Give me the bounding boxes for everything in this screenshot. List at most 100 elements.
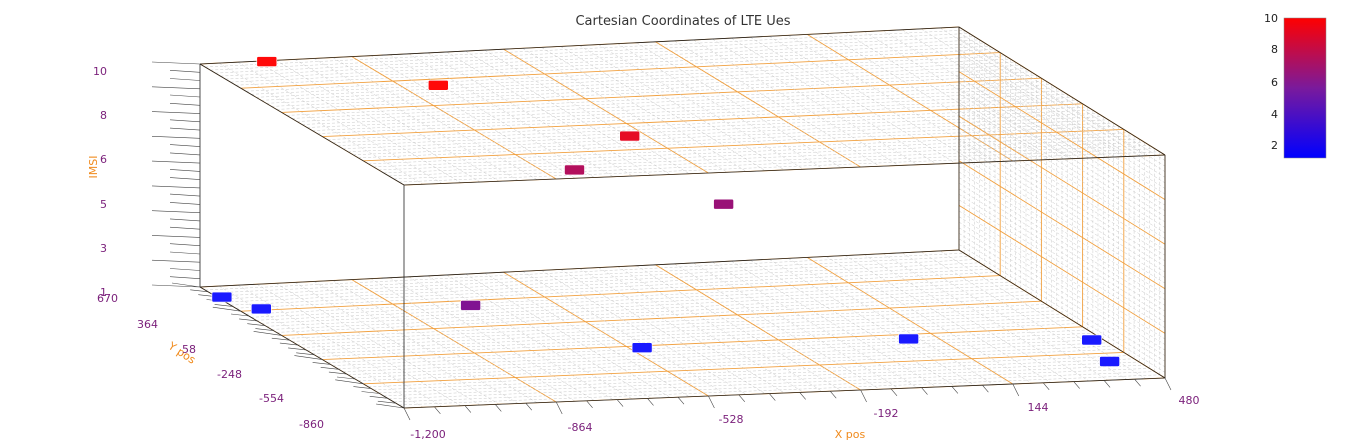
y-axis-tick [230,313,250,317]
colorbar: 10 8 6 4 2 [1264,12,1327,159]
ceiling-grid-line [245,55,1006,92]
floor-grid-line [210,256,970,294]
ceiling-grid-line [920,28,1128,157]
data-point [631,342,653,354]
z-tick-label: 3 [100,242,107,255]
floor-grid-line [769,259,975,386]
y-tick-labels: 670 364 58 -248 -554 -860 [97,292,324,431]
y-axis-tick [288,347,307,351]
ceiling-grid-line [237,61,443,184]
ceiling-grid-line [378,138,1140,171]
floor-grid-line [220,262,980,300]
floor-grid-line [750,259,956,387]
y-tick-label: 364 [137,318,158,331]
x-axis-tick [769,393,776,401]
z-axis-tick [169,226,201,230]
floor-grid-line [383,364,1145,397]
ceiling-grid-line [398,151,1160,183]
ceiling-grid-line [312,97,1073,131]
data-point [713,198,734,210]
ceiling-grid-line [863,31,1071,160]
ceiling-grid-line [271,71,1032,107]
y-tick-label: -248 [217,368,242,381]
wall-grid-line [958,71,1166,200]
ceiling-grid-line [307,93,1068,128]
ceiling-grid-line [750,36,956,164]
z-axis-tick [169,243,201,246]
floor-grid-line [863,254,1071,383]
ceiling-grid-line [636,42,842,169]
axis-frame-line [958,26,1166,156]
ceiling-grid-line [358,125,1119,159]
floor-grid-line [342,339,1104,372]
y-axis-tick [247,323,266,326]
floor-grid-line [373,358,1135,391]
z-axis-tick [169,276,201,279]
wall-grid-line [958,121,1166,251]
floor-grid-line [393,371,1155,403]
x-axis-tick [1012,383,1020,397]
x-axis-tick [525,403,533,411]
x-axis-tick [555,401,563,415]
floor-grid-line [225,265,985,303]
wall-grid-line [958,32,1166,161]
wall-grid-line [958,93,1166,223]
floor-grid-line [332,332,1093,366]
colorbar-tick-label: 2 [1271,139,1278,152]
x-axis-tick [708,395,715,409]
wall-grid-line [958,99,1166,228]
wall-grid-line [958,110,1166,239]
z-axis-tick [169,177,201,180]
z-axis-tick [151,136,201,139]
x-axis-tick [1134,379,1141,387]
y-tick-label: -860 [299,418,324,431]
z-axis-tick [151,111,201,114]
data-point [256,56,278,67]
z-axis-tick [169,144,201,147]
data-point [1081,334,1102,346]
floor-grid-line [920,251,1128,380]
floor-grid-line [301,313,1063,348]
z-axis-tick [169,268,201,271]
x-axis-tick [495,404,502,412]
ceiling-grid-line [674,40,880,167]
floor-grid-line [363,351,1124,385]
wall-grid-line [958,154,1166,284]
z-tick-labels: 1 3 5 6 8 10 [93,65,107,299]
y-tick-label: -554 [259,392,284,405]
wall-grid-line [958,127,1166,256]
x-axis-tick [860,389,867,403]
z-axis-title: IMSI [87,156,100,179]
floor-grid-line [271,294,1032,330]
floor-grid-line [503,271,709,397]
z-axis-tick [169,103,201,106]
ceiling-grid-line [327,106,1088,140]
z-axis-tick [151,210,201,213]
x-axis-tick [1073,381,1080,389]
floor-grid-line [617,266,823,392]
y-axis-tick [294,355,323,360]
ceiling-grid-line [363,128,1124,162]
ceiling-grid-line [342,116,1104,149]
ceiling-grid-line [205,29,965,68]
ceiling-grid-line [322,103,1083,138]
floor-grid-line [901,252,1109,381]
floor-grid-line [636,265,842,392]
y-axis-tick [255,328,274,331]
data-point [460,300,481,311]
floor-grid-line [317,323,1078,357]
x-axis-tick [951,386,959,394]
z-axis-tick [169,94,201,98]
x-axis-tick [829,391,837,399]
x-axis-tick [1103,380,1111,388]
x-tick-label: -1,200 [410,428,445,441]
floor-grid-line [312,320,1073,354]
ceiling-grid-line [503,48,709,174]
ceiling-grid-line [806,34,1014,162]
x-tick-label: 480 [1179,394,1200,407]
wall-grid-line [958,166,1166,295]
ceiling-grid-line [393,148,1155,180]
ceiling-grid-line [220,39,980,77]
ceiling-grid-line [788,35,994,163]
x-axis-tick [647,398,654,406]
